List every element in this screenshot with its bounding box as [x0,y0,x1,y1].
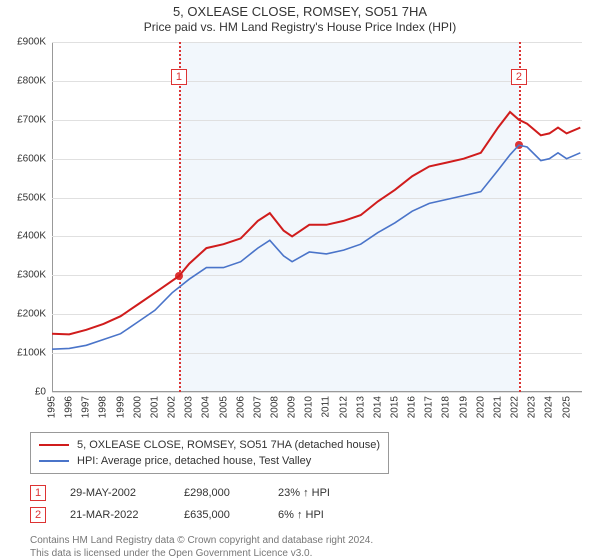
legend-label: 5, OXLEASE CLOSE, ROMSEY, SO51 7HA (deta… [77,437,380,453]
transaction-row: 1 29-MAY-2002 £298,000 23% ↑ HPI [30,482,570,504]
x-tick-label: 2008 [269,396,280,418]
transaction-delta: 6% ↑ HPI [278,504,324,526]
transaction-delta: 23% ↑ HPI [278,482,330,504]
credit-line-1: Contains HM Land Registry data © Crown c… [30,534,570,547]
transaction-date: 21-MAR-2022 [70,504,160,526]
x-tick-label: 2001 [149,396,160,418]
y-tick-label: £800K [17,75,46,86]
x-tick-label: 2016 [407,396,418,418]
legend-label: HPI: Average price, detached house, Test… [77,453,311,469]
title-sub: Price paid vs. HM Land Registry's House … [0,20,600,34]
x-tick-label: 2017 [424,396,435,418]
x-tick-label: 2007 [252,396,263,418]
x-tick-label: 2003 [184,396,195,418]
legend-box: 5, OXLEASE CLOSE, ROMSEY, SO51 7HA (deta… [30,432,389,474]
legend-swatch [39,460,69,462]
y-tick-label: £600K [17,153,46,164]
x-tick-label: 1995 [47,396,58,418]
y-tick-label: £700K [17,114,46,125]
x-tick-label: 1999 [115,396,126,418]
x-tick-label: 2004 [201,396,212,418]
y-tick-label: £0 [35,387,46,398]
y-tick-label: £200K [17,309,46,320]
y-tick-label: £100K [17,348,46,359]
transaction-table: 1 29-MAY-2002 £298,000 23% ↑ HPI 2 21-MAR-202… [30,482,570,526]
x-tick-label: 2018 [441,396,452,418]
x-tick-label: 2012 [338,396,349,418]
credit-line-2: This data is licensed under the Open Gov… [30,547,570,560]
legend-row: 5, OXLEASE CLOSE, ROMSEY, SO51 7HA (deta… [39,437,380,453]
x-tick-label: 2025 [561,396,572,418]
credit-text: Contains HM Land Registry data © Crown c… [30,534,570,560]
x-tick-label: 2020 [475,396,486,418]
x-tick-label: 2014 [372,396,383,418]
x-tick-label: 2002 [167,396,178,418]
chart-footer: 5, OXLEASE CLOSE, ROMSEY, SO51 7HA (deta… [30,432,570,560]
x-tick-label: 2023 [527,396,538,418]
y-tick-label: £400K [17,231,46,242]
x-tick-label: 1996 [64,396,75,418]
legend-swatch [39,444,69,446]
transaction-id-box: 1 [30,485,46,501]
x-tick-label: 2021 [492,396,503,418]
x-tick-label: 2011 [321,396,332,418]
series-line [52,112,580,334]
x-tick-label: 2006 [235,396,246,418]
chart-plot-area: £0£100K£200K£300K£400K£500K£600K£700K£80… [52,42,582,392]
y-tick-label: £900K [17,37,46,48]
series-line [52,145,580,349]
gridline [52,392,582,393]
chart-lines-svg [52,42,582,392]
transaction-date: 29-MAY-2002 [70,482,160,504]
x-tick-label: 2024 [544,396,555,418]
x-tick-label: 2000 [132,396,143,418]
y-tick-label: £500K [17,192,46,203]
title-main: 5, OXLEASE CLOSE, ROMSEY, SO51 7HA [0,4,600,19]
transaction-price: £635,000 [184,504,254,526]
transaction-id-box: 2 [30,507,46,523]
x-tick-label: 2013 [355,396,366,418]
x-tick-label: 2010 [304,396,315,418]
legend-row: HPI: Average price, detached house, Test… [39,453,380,469]
y-tick-label: £300K [17,270,46,281]
x-tick-label: 2005 [218,396,229,418]
x-tick-label: 2019 [458,396,469,418]
transaction-price: £298,000 [184,482,254,504]
x-tick-label: 2009 [287,396,298,418]
x-tick-label: 2015 [390,396,401,418]
x-tick-label: 1998 [98,396,109,418]
x-tick-label: 2022 [510,396,521,418]
chart-title-block: 5, OXLEASE CLOSE, ROMSEY, SO51 7HA Price… [0,0,600,36]
x-tick-label: 1997 [81,396,92,418]
transaction-row: 2 21-MAR-2022 £635,000 6% ↑ HPI [30,504,570,526]
